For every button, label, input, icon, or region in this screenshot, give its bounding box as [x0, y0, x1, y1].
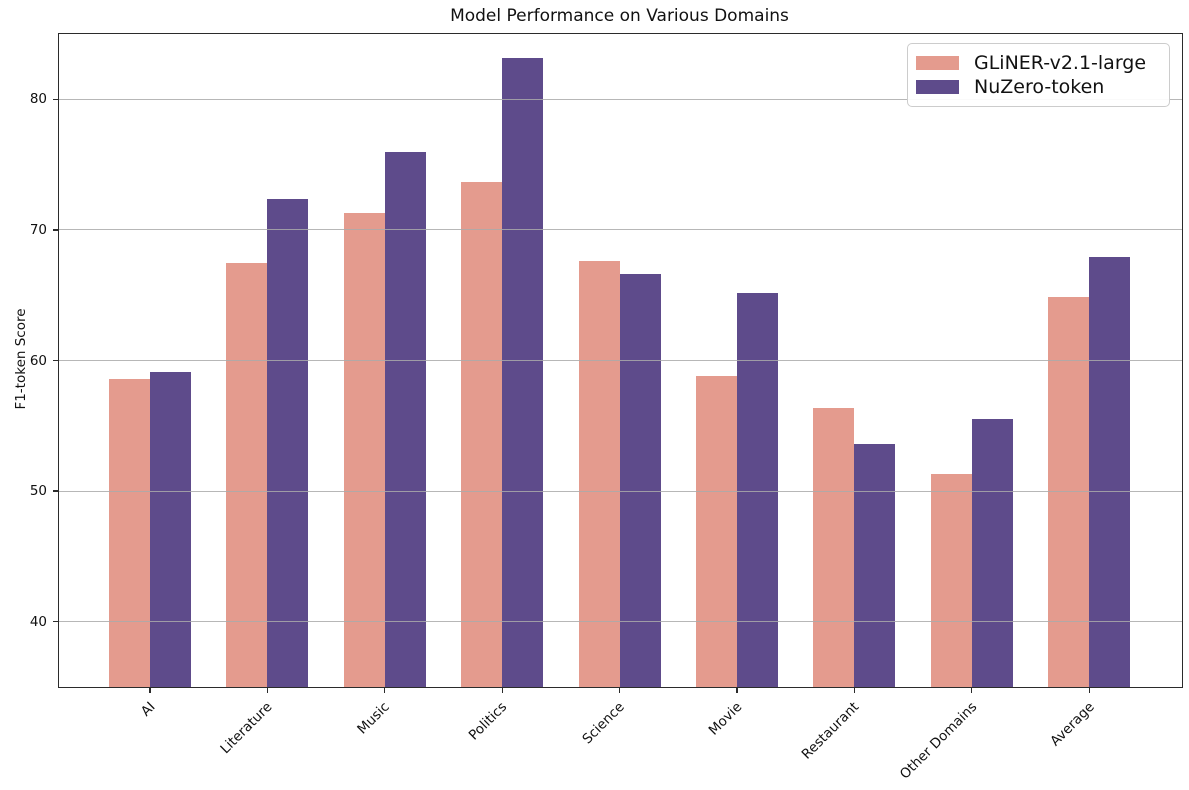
x-tick-label-average: Average [1047, 699, 1098, 750]
bar-gliner-v2-1-large-science [578, 261, 620, 687]
y-tick-label-60: 60 [29, 352, 47, 369]
y-tick-label-40: 40 [29, 613, 47, 630]
x-tick-mark-ai [149, 687, 151, 693]
bar-gliner-v2-1-large-other-domains [930, 474, 972, 687]
y-tick-mark-80 [53, 98, 59, 100]
chart-title: Model Performance on Various Domains [450, 6, 789, 26]
x-tick-mark-restaurant [853, 687, 856, 693]
y-axis-title: F1-token Score [13, 308, 29, 410]
x-tick-mark-science [618, 687, 621, 693]
legend-label: NuZero-token [974, 76, 1105, 98]
y-tick-mark-70 [53, 229, 59, 231]
y-tick-mark-40 [53, 621, 59, 623]
bar-nuzero-token-literature [267, 198, 309, 687]
legend-row-nuzero-token: NuZero-token [916, 75, 1157, 99]
x-tick-label-ai: AI [137, 699, 159, 720]
bar-nuzero-token-music [384, 151, 426, 687]
x-tick-label-literature: Literature [217, 699, 276, 758]
bar-nuzero-token-ai [150, 372, 191, 687]
bar-nuzero-token-other-domains [971, 419, 1013, 687]
y-tick-label-80: 80 [29, 91, 47, 108]
bar-gliner-v2-1-large-politics [461, 181, 503, 687]
x-tick-mark-average [1088, 687, 1090, 693]
bar-gliner-v2-1-large-music [343, 212, 385, 687]
x-tick-mark-literature [266, 687, 269, 693]
y-gridline-70 [59, 229, 1182, 231]
x-tick-mark-movie [736, 687, 738, 693]
x-tick-label-restaurant: Restaurant [799, 699, 863, 763]
x-tick-mark-other-domains [971, 687, 973, 693]
bar-nuzero-token-average [1089, 257, 1131, 687]
bar-nuzero-token-politics [502, 57, 544, 687]
y-tick-label-70: 70 [29, 221, 47, 238]
legend-label: GLiNER-v2.1-large [974, 52, 1147, 74]
y-tick-mark-60 [53, 359, 59, 362]
x-tick-label-science: Science [579, 699, 628, 748]
y-tick-label-50: 50 [29, 483, 47, 500]
bar-gliner-v2-1-large-literature [226, 262, 268, 687]
bar-gliner-v2-1-large-average [1048, 296, 1090, 687]
legend-swatch-icon [916, 56, 959, 70]
y-tick-mark-50 [53, 490, 59, 492]
bar-gliner-v2-1-large-ai [109, 378, 150, 687]
x-tick-mark-music [384, 687, 386, 693]
bar-gliner-v2-1-large-movie [696, 376, 737, 687]
bar-nuzero-token-science [619, 274, 661, 687]
legend: GLiNER-v2.1-large NuZero-token [907, 43, 1170, 107]
y-gridline-50 [59, 490, 1182, 492]
legend-row-gliner-v2-1-large: GLiNER-v2.1-large [916, 51, 1157, 75]
x-tick-label-music: Music [354, 699, 394, 738]
x-tick-label-movie: Movie [705, 699, 746, 739]
y-gridline-60 [59, 360, 1182, 361]
x-tick-label-other-domains: Other Domains [896, 699, 981, 783]
plot-area: AI Literature Music Politics Science Movie Res… [30, 33, 1183, 782]
x-tick-mark-politics [501, 687, 503, 693]
y-gridline-40 [59, 621, 1182, 623]
y-gridline-80 [59, 98, 1182, 100]
bar-gliner-v2-1-large-restaurant [813, 407, 855, 687]
legend-swatch-icon [916, 80, 959, 94]
bar-nuzero-token-restaurant [854, 444, 896, 687]
x-tick-label-politics: Politics [466, 699, 511, 744]
